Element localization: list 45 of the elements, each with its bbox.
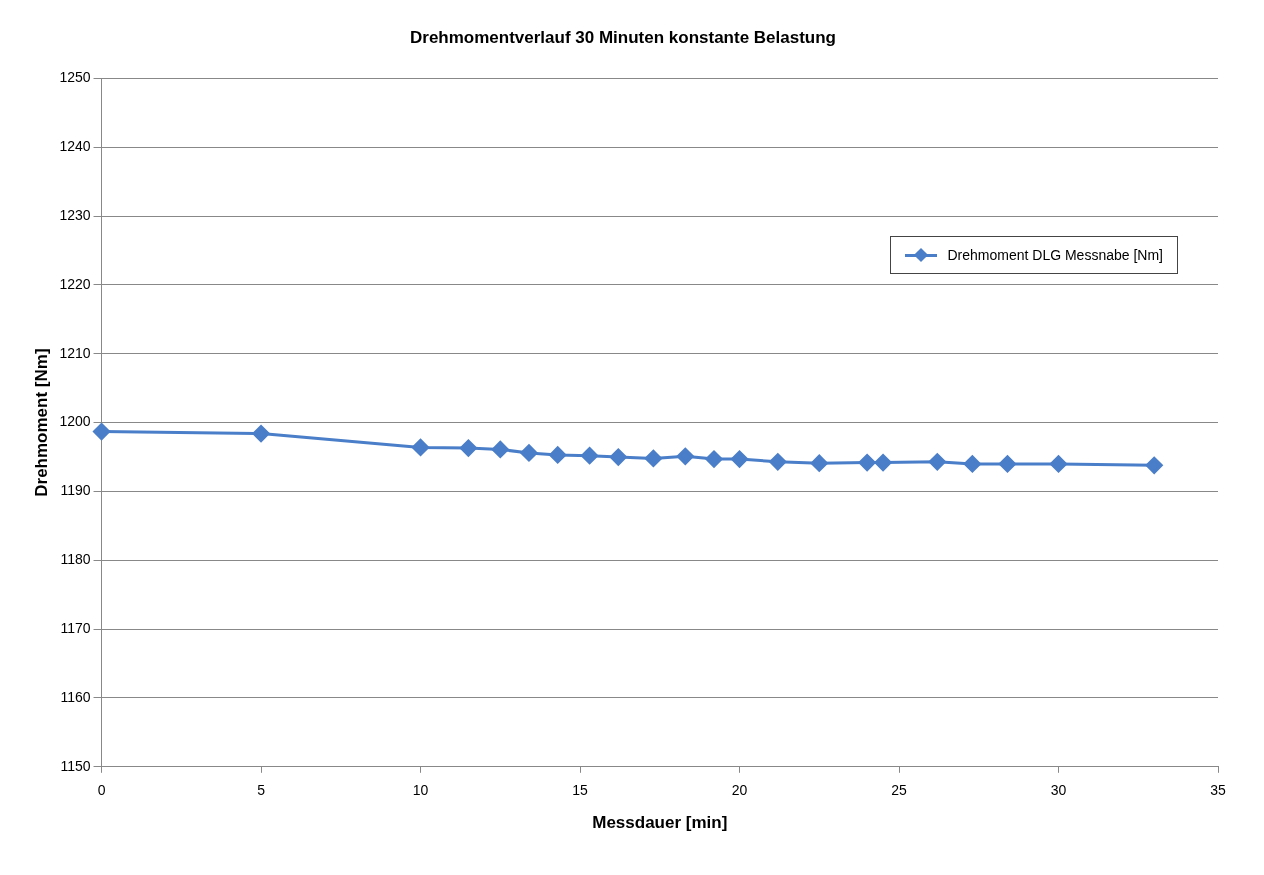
point <box>769 453 787 471</box>
point <box>731 450 749 468</box>
y-tick-label: 1210 <box>59 344 91 361</box>
y-tick-label: 1220 <box>59 275 91 292</box>
point <box>93 423 111 441</box>
point <box>459 439 477 457</box>
y-tick-label: 1190 <box>60 482 91 499</box>
x-axis-title: Messdauer [min] <box>592 813 728 833</box>
y-tick-label: 1230 <box>59 206 91 223</box>
x-tick-label: 30 <box>1050 782 1067 799</box>
y-tick-label: 1170 <box>60 619 91 636</box>
x-tick-label: 15 <box>572 782 589 799</box>
chart-title: Drehmomentverlauf 30 Minuten konstante Belastung <box>409 27 837 47</box>
point <box>609 448 627 466</box>
point <box>928 453 946 471</box>
y-tick-label: 1180 <box>60 551 91 568</box>
point <box>998 455 1016 473</box>
point <box>1145 456 1163 474</box>
y-tick-label: 1240 <box>59 138 91 155</box>
y-tick-label: 1200 <box>59 413 91 430</box>
y-tick-label: 1250 <box>59 69 91 86</box>
point <box>252 425 270 443</box>
x-tick-label: 5 <box>257 782 266 799</box>
y-tick-label: 1150 <box>60 757 91 774</box>
x-tick-label: 0 <box>97 782 106 799</box>
point <box>549 446 567 464</box>
point <box>858 454 876 472</box>
y-axis-title: Drehmoment [Nm] <box>31 348 51 497</box>
point <box>520 444 538 462</box>
point <box>676 447 694 465</box>
x-tick-label: 35 <box>1210 782 1226 799</box>
x-tick-label: 10 <box>412 782 429 799</box>
point <box>644 449 662 467</box>
x-tick-label: 20 <box>731 782 748 799</box>
point <box>412 438 430 456</box>
x-tick-label: 25 <box>891 782 908 799</box>
point <box>581 447 599 465</box>
point <box>1050 455 1068 473</box>
point <box>810 454 828 472</box>
point <box>705 450 723 468</box>
y-tick-label: 1160 <box>60 688 91 705</box>
point <box>874 454 892 472</box>
legend-label: Drehmoment DLG Messnabe [Nm] <box>947 247 1163 263</box>
point <box>491 440 509 458</box>
point <box>963 455 981 473</box>
